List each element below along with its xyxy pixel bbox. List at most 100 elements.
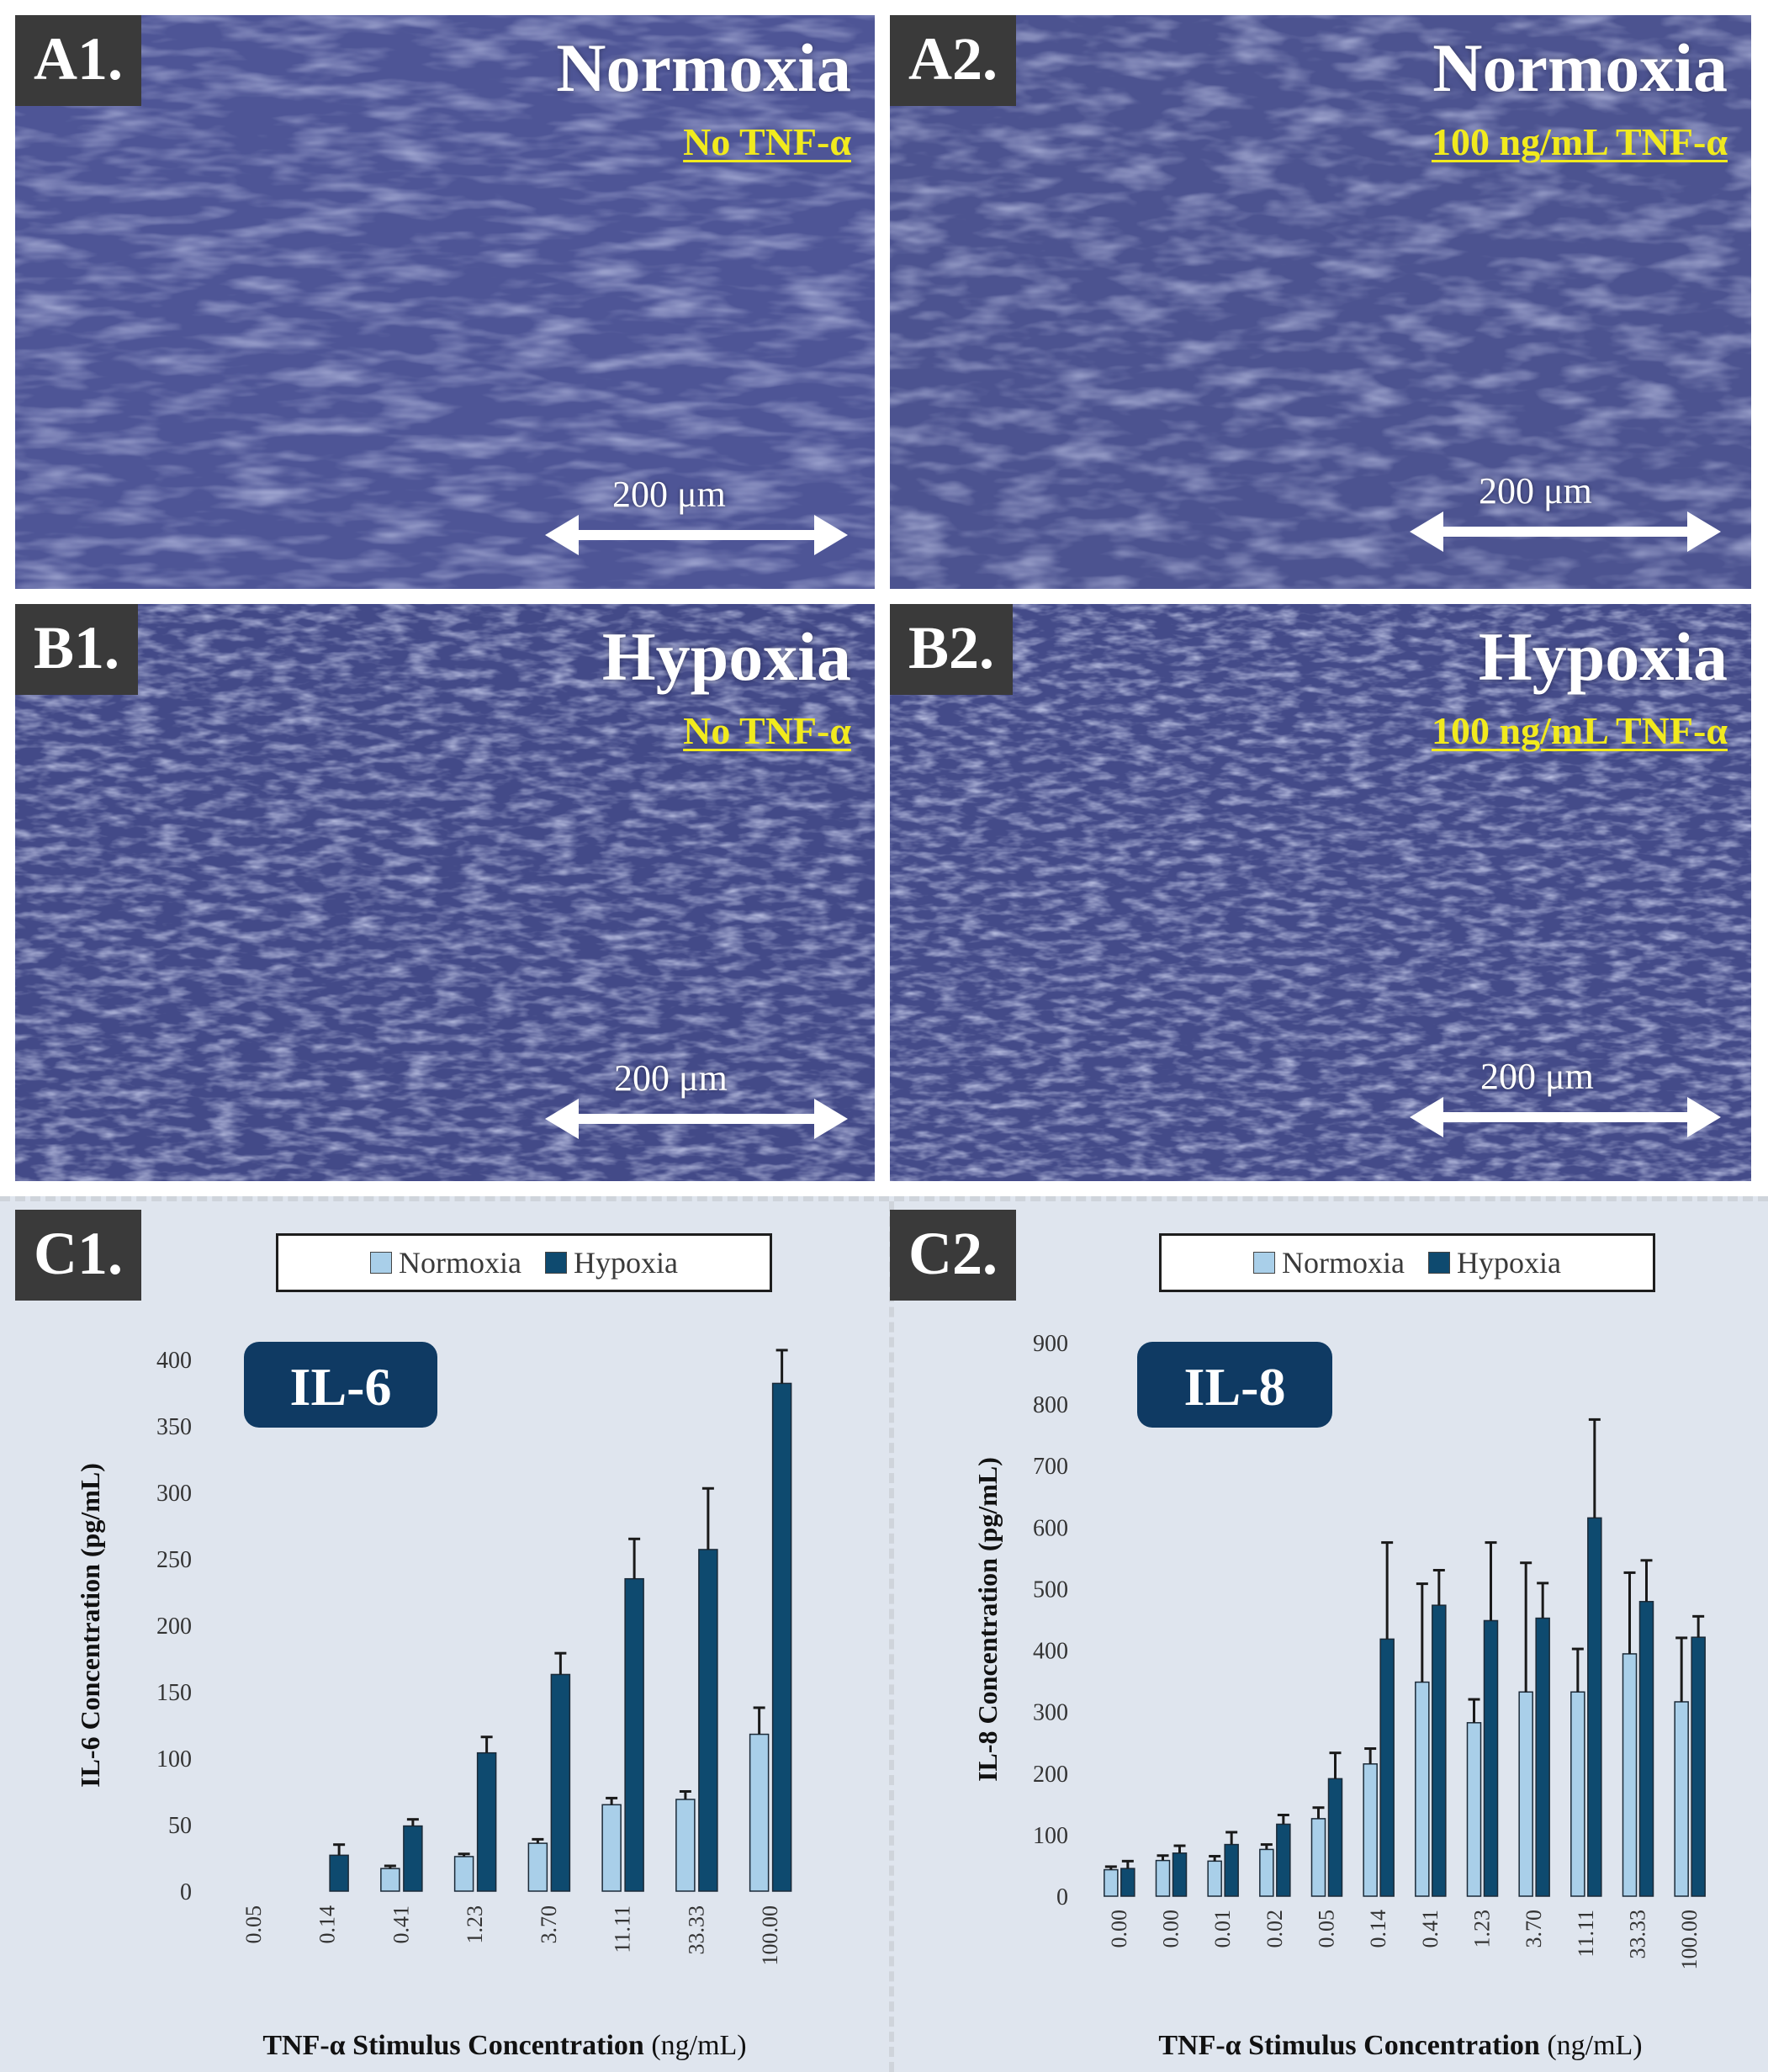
bar-hypoxia <box>1483 1619 1499 1897</box>
y-tick-label: 300 <box>1033 1700 1068 1726</box>
condition-label: Normoxia <box>1432 29 1728 106</box>
y-tick-label: 350 <box>156 1414 192 1440</box>
x-tick-label: 0.05 <box>241 1905 266 1944</box>
condition-label: Hypoxia <box>1478 618 1728 695</box>
x-axis-label-bold: TNF-α Stimulus Concentration <box>1158 2030 1547 2061</box>
y-tick-label: 0 <box>1056 1884 1068 1910</box>
chart-badge-label: IL-6 <box>290 1357 392 1417</box>
y-tick-label: 100 <box>156 1746 192 1773</box>
bar-normoxia <box>1207 1860 1222 1897</box>
legend-swatch-hypoxia <box>1427 1252 1450 1274</box>
y-tick-label: 200 <box>1033 1762 1068 1788</box>
bar-hypoxia <box>1432 1604 1447 1897</box>
scale-bar-arrow <box>1410 511 1721 552</box>
bar-hypoxia <box>1276 1823 1291 1897</box>
panel-tag: A2. <box>890 15 1016 106</box>
x-tick-label: 3.70 <box>537 1905 561 1944</box>
legend-label: Normoxia <box>1282 1246 1405 1280</box>
x-tick-label: 0.05 <box>1315 1910 1339 1948</box>
bar-hypoxia <box>1587 1517 1602 1897</box>
chart-badge-label: IL-8 <box>1184 1357 1286 1417</box>
x-axis-label: TNF-α Stimulus Concentration (ng/mL) <box>262 2030 746 2061</box>
divider-vertical <box>889 1201 894 2072</box>
condition-label: Normoxia <box>556 29 851 106</box>
legend-swatch-normoxia <box>1253 1252 1276 1274</box>
bar-hypoxia <box>1120 1868 1135 1897</box>
panel-tag: B2. <box>890 604 1014 695</box>
y-tick-label: 500 <box>1033 1577 1068 1603</box>
bar-normoxia <box>1622 1653 1638 1897</box>
y-tick-label: 250 <box>156 1547 192 1573</box>
chart-badge <box>1137 1342 1332 1428</box>
bar-hypoxia <box>1691 1636 1706 1897</box>
x-tick-label: 0.00 <box>1107 1910 1131 1948</box>
x-tick-label: 11.11 <box>1574 1910 1598 1958</box>
y-tick-label: 700 <box>1033 1454 1068 1480</box>
divider-horizontal <box>0 1196 1768 1201</box>
legend-item-hypoxia: Hypoxia <box>1427 1245 1561 1280</box>
x-tick-label: 0.00 <box>1159 1910 1183 1948</box>
bar-normoxia <box>453 1856 474 1892</box>
legend-c1: Normoxia Hypoxia <box>276 1233 772 1292</box>
bar-hypoxia <box>1638 1601 1654 1897</box>
x-tick-label: 3.70 <box>1522 1910 1546 1948</box>
x-axis-label-bold: TNF-α Stimulus Concentration <box>262 2030 651 2061</box>
bar-normoxia <box>1155 1859 1171 1897</box>
bar-hypoxia <box>403 1825 423 1892</box>
micrograph-a1: A1. Normoxia No TNF-α 200 μm <box>15 15 875 589</box>
y-axis-label: IL-6 Concentration (pg/mL) <box>75 1463 105 1788</box>
panel-tag: A1. <box>15 15 141 106</box>
bar-normoxia <box>380 1868 400 1892</box>
x-tick-label: 0.41 <box>389 1905 413 1944</box>
y-tick-label: 150 <box>156 1680 192 1706</box>
bar-normoxia <box>1104 1868 1119 1897</box>
x-axis-label-unit: (ng/mL) <box>651 2030 746 2061</box>
bar-hypoxia <box>1379 1638 1395 1897</box>
y-tick-label: 50 <box>168 1813 192 1839</box>
y-tick-label: 300 <box>156 1481 192 1507</box>
condition-label: Hypoxia <box>601 618 851 695</box>
bar-normoxia <box>1415 1681 1430 1897</box>
x-tick-label: 0.14 <box>315 1905 340 1944</box>
legend-swatch-hypoxia <box>544 1252 567 1274</box>
bar-hypoxia <box>329 1854 349 1892</box>
x-tick-label: 0.14 <box>1366 1910 1390 1948</box>
bar-hypoxia <box>1224 1843 1239 1897</box>
micrograph-b1: B1. Hypoxia No TNF-α 200 μm <box>15 604 875 1181</box>
cell-texture <box>890 604 1751 1181</box>
x-tick-label: 100.00 <box>758 1905 782 1966</box>
cell-texture <box>15 604 875 1181</box>
bar-hypoxia <box>1172 1852 1188 1897</box>
x-tick-label: 100.00 <box>1677 1910 1702 1970</box>
bar-normoxia <box>601 1804 622 1892</box>
x-tick-label: 33.33 <box>684 1905 708 1955</box>
x-tick-label: 0.02 <box>1262 1910 1287 1948</box>
tnf-label: No TNF-α <box>683 120 851 163</box>
bar-normoxia <box>1466 1722 1482 1897</box>
micrograph-b2: B2. Hypoxia 100 ng/mL TNF-α 200 μm <box>890 604 1751 1181</box>
bar-hypoxia <box>624 1577 644 1892</box>
y-tick-label: 400 <box>1033 1639 1068 1665</box>
bar-hypoxia <box>771 1382 792 1892</box>
legend-label: Normoxia <box>399 1246 521 1280</box>
x-tick-label: 1.23 <box>1470 1910 1495 1948</box>
y-tick-label: 100 <box>1033 1823 1068 1849</box>
y-tick-label: 200 <box>156 1614 192 1640</box>
bar-normoxia <box>1259 1848 1274 1897</box>
chart-tag-c2: C2. <box>890 1210 1016 1301</box>
x-tick-label: 11.11 <box>611 1905 635 1953</box>
x-tick-label: 0.01 <box>1210 1910 1235 1948</box>
bar-normoxia <box>527 1842 548 1892</box>
legend-c2: Normoxia Hypoxia <box>1159 1233 1655 1292</box>
cell-texture <box>15 15 875 589</box>
bar-hypoxia <box>476 1751 497 1892</box>
bar-normoxia <box>1570 1691 1585 1897</box>
bar-hypoxia <box>1535 1617 1550 1897</box>
y-tick-label: 600 <box>1033 1515 1068 1541</box>
legend-label: Hypoxia <box>573 1246 678 1280</box>
bar-normoxia <box>749 1733 770 1892</box>
legend-item-hypoxia: Hypoxia <box>544 1245 678 1280</box>
x-tick-label: 1.23 <box>463 1905 487 1944</box>
y-tick-label: 0 <box>180 1879 192 1905</box>
tnf-label: 100 ng/mL TNF-α <box>1432 120 1728 163</box>
